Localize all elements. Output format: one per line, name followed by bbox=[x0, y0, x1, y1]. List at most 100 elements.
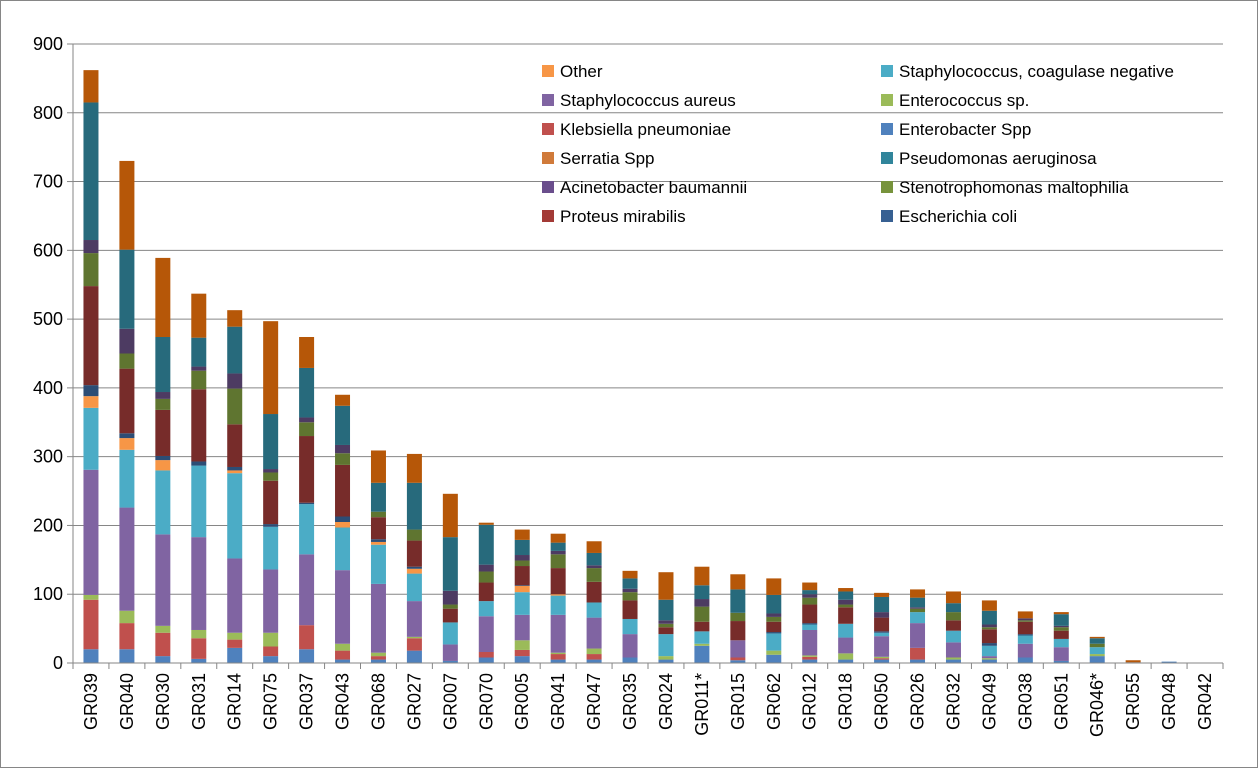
legend-swatch bbox=[542, 94, 554, 106]
bar-segment-other bbox=[227, 310, 243, 327]
bar-segment-other bbox=[406, 453, 422, 483]
bar-segment-enterococcus-sp- bbox=[945, 612, 961, 621]
bar-segment-other bbox=[119, 160, 135, 250]
x-tick-label: GR046* bbox=[1087, 673, 1107, 737]
bar-segment-klebsiella-pneumoniae bbox=[730, 621, 746, 641]
bar-segment-other bbox=[694, 566, 710, 586]
bar-segment-other bbox=[874, 592, 890, 597]
x-tick-label: GR041 bbox=[548, 673, 568, 730]
bar-segment-pseudomonas-aeruginosa bbox=[514, 592, 530, 615]
bar-segment-other bbox=[622, 570, 638, 579]
bar-segment-enterobacter-spp bbox=[370, 539, 386, 542]
bar-segment-staphylococcus-coagulase-negative bbox=[658, 599, 674, 621]
bar-segment-enterococcus-sp- bbox=[299, 422, 315, 437]
bar-segment-stenotrophomonas-maltophilia bbox=[335, 643, 351, 651]
x-tick-label: GR035 bbox=[620, 673, 640, 730]
bar-segment-staphylococcus-aureus bbox=[191, 366, 207, 371]
x-tick-label: GR038 bbox=[1015, 673, 1035, 730]
bar-segment-staphylococcus-aureus bbox=[622, 588, 638, 593]
bar-segment-enterococcus-sp- bbox=[119, 353, 135, 369]
bar-segment-acinetobacter-baumannii bbox=[335, 570, 351, 644]
bar-segment-other bbox=[370, 450, 386, 483]
bar-segment-other bbox=[945, 591, 961, 604]
bar-segment-staphylococcus-coagulase-negative bbox=[730, 589, 746, 613]
bar-segment-serratia-spp bbox=[227, 470, 243, 474]
bar-segment-proteus-mirabilis bbox=[910, 647, 926, 660]
legend-swatch bbox=[881, 123, 893, 135]
legend-label: Staphylococcus aureus bbox=[560, 91, 736, 110]
bar-segment-staphylococcus-coagulase-negative bbox=[263, 414, 279, 470]
bar-segment-pseudomonas-aeruginosa bbox=[550, 595, 566, 615]
x-tick-label: GR037 bbox=[297, 673, 317, 730]
bar-segment-klebsiella-pneumoniae bbox=[514, 566, 530, 586]
bar-segment-staphylococcus-coagulase-negative bbox=[1089, 638, 1105, 644]
bar-segment-acinetobacter-baumannii bbox=[981, 656, 997, 659]
bar-segment-pseudomonas-aeruginosa bbox=[802, 624, 818, 630]
bar-segment-acinetobacter-baumannii bbox=[874, 636, 890, 657]
bar-segment-escherichia-coli bbox=[478, 657, 494, 663]
bar-segment-escherichia-coli bbox=[550, 659, 566, 663]
bar-segment-other bbox=[1053, 612, 1069, 615]
legend-label: Staphylococcus, coagulase negative bbox=[899, 62, 1174, 81]
legend-swatch bbox=[542, 152, 554, 164]
bar-segment-other bbox=[658, 572, 674, 600]
bar-segment-escherichia-coli bbox=[1053, 660, 1069, 663]
bar-segment-other bbox=[155, 257, 171, 337]
bar-segment-other bbox=[83, 70, 99, 103]
x-tick-label: GR068 bbox=[368, 673, 388, 730]
bar-segment-klebsiella-pneumoniae bbox=[119, 368, 135, 434]
bar-segment-proteus-mirabilis bbox=[514, 649, 530, 657]
bar-segment-serratia-spp bbox=[83, 396, 99, 408]
bar-segment-enterococcus-sp- bbox=[227, 388, 243, 425]
bar-segment-enterococcus-sp- bbox=[83, 253, 99, 287]
bar-segment-pseudomonas-aeruginosa bbox=[335, 527, 351, 571]
bar-segment-klebsiella-pneumoniae bbox=[658, 627, 674, 635]
bar-segment-stenotrophomonas-maltophilia bbox=[155, 625, 171, 633]
bar-segment-serratia-spp bbox=[550, 594, 566, 596]
x-tick-label: GR062 bbox=[764, 673, 784, 730]
bar-segment-klebsiella-pneumoniae bbox=[1017, 621, 1033, 635]
legend-label: Klebsiella pneumoniae bbox=[560, 120, 731, 139]
bar-segment-other bbox=[478, 522, 494, 525]
bar-segment-acinetobacter-baumannii bbox=[802, 629, 818, 656]
bar-segment-proteus-mirabilis bbox=[299, 625, 315, 650]
bar-segment-escherichia-coli bbox=[874, 659, 890, 663]
bar-segment-pseudomonas-aeruginosa bbox=[586, 602, 602, 618]
bar-segment-pseudomonas-aeruginosa bbox=[910, 612, 926, 624]
bar-segment-pseudomonas-aeruginosa bbox=[227, 473, 243, 559]
bar-segment-acinetobacter-baumannii bbox=[1017, 643, 1033, 658]
bar-segment-serratia-spp bbox=[370, 541, 386, 545]
legend-label: Pseudomonas aeruginosa bbox=[899, 149, 1097, 168]
bar-segment-acinetobacter-baumannii bbox=[370, 583, 386, 653]
bar-segment-pseudomonas-aeruginosa bbox=[442, 622, 458, 645]
bar-segment-stenotrophomonas-maltophilia bbox=[514, 640, 530, 650]
bar-segment-enterococcus-sp- bbox=[335, 453, 351, 465]
bar-segment-staphylococcus-coagulase-negative bbox=[406, 482, 422, 530]
bar-segment-staphylococcus-aureus bbox=[586, 565, 602, 569]
bar-segment-staphylococcus-coagulase-negative bbox=[155, 336, 171, 393]
bar-segment-stenotrophomonas-maltophilia bbox=[694, 643, 710, 646]
bar-segment-pseudomonas-aeruginosa bbox=[981, 645, 997, 657]
legend-label: Enterococcus sp. bbox=[899, 91, 1029, 110]
bar-segment-pseudomonas-aeruginosa bbox=[478, 601, 494, 617]
bar-segment-acinetobacter-baumannii bbox=[299, 554, 315, 626]
bar-segment-pseudomonas-aeruginosa bbox=[1053, 638, 1069, 648]
x-tick-label: GR047 bbox=[584, 673, 604, 730]
bar-segment-klebsiella-pneumoniae bbox=[227, 424, 243, 467]
x-tick-label: GR015 bbox=[728, 673, 748, 730]
bar-segment-staphylococcus-aureus bbox=[299, 417, 315, 423]
x-tick-label: GR007 bbox=[440, 673, 460, 730]
x-tick-label: GR075 bbox=[261, 673, 281, 730]
legend-label: Acinetobacter baumannii bbox=[560, 178, 747, 197]
x-tick-label: GR055 bbox=[1123, 673, 1143, 730]
bar-segment-klebsiella-pneumoniae bbox=[945, 620, 961, 631]
bar-segment-staphylococcus-coagulase-negative bbox=[514, 539, 530, 556]
x-tick-label: GR005 bbox=[512, 673, 532, 730]
legend-label: Stenotrophomonas maltophilia bbox=[899, 178, 1129, 197]
bar-segment-acinetobacter-baumannii bbox=[910, 623, 926, 648]
bar-segment-staphylococcus-aureus bbox=[550, 550, 566, 555]
bar-segment-klebsiella-pneumoniae bbox=[83, 286, 99, 386]
bar-segment-staphylococcus-aureus bbox=[694, 599, 710, 607]
bar-segment-other bbox=[263, 321, 279, 415]
